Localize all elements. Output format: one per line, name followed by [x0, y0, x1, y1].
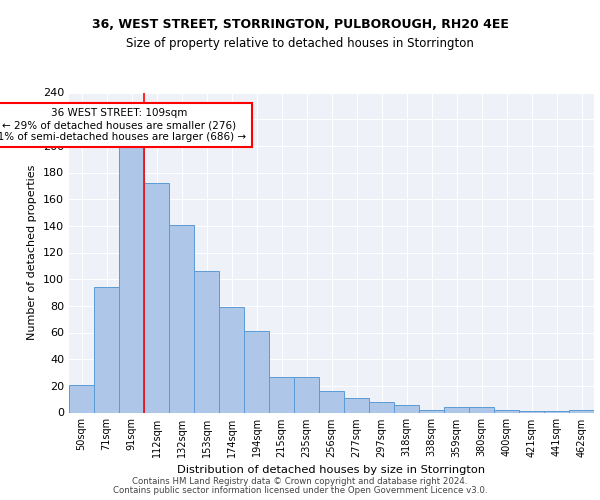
Bar: [569, 410, 594, 412]
Bar: [69, 384, 94, 412]
Bar: [144, 183, 169, 412]
Bar: [344, 398, 369, 412]
Text: Contains HM Land Registry data © Crown copyright and database right 2024.: Contains HM Land Registry data © Crown c…: [132, 477, 468, 486]
Bar: [219, 307, 244, 412]
Bar: [319, 391, 344, 412]
Bar: [244, 331, 269, 412]
Bar: [269, 376, 294, 412]
Bar: [194, 271, 219, 412]
Bar: [369, 402, 394, 412]
Bar: [469, 407, 494, 412]
Bar: [94, 287, 119, 412]
Bar: [119, 147, 144, 412]
Text: Size of property relative to detached houses in Storrington: Size of property relative to detached ho…: [126, 38, 474, 51]
Text: Contains public sector information licensed under the Open Government Licence v3: Contains public sector information licen…: [113, 486, 487, 495]
Bar: [294, 376, 319, 412]
Text: 36, WEST STREET, STORRINGTON, PULBOROUGH, RH20 4EE: 36, WEST STREET, STORRINGTON, PULBOROUGH…: [92, 18, 508, 30]
Bar: [394, 404, 419, 412]
Text: 36 WEST STREET: 109sqm
← 29% of detached houses are smaller (276)
71% of semi-de: 36 WEST STREET: 109sqm ← 29% of detached…: [0, 108, 247, 142]
Bar: [169, 224, 194, 412]
Bar: [444, 407, 469, 412]
Bar: [494, 410, 519, 412]
Bar: [419, 410, 444, 412]
Bar: [544, 411, 569, 412]
Y-axis label: Number of detached properties: Number of detached properties: [28, 165, 37, 340]
X-axis label: Distribution of detached houses by size in Storrington: Distribution of detached houses by size …: [178, 465, 485, 475]
Bar: [519, 411, 544, 412]
